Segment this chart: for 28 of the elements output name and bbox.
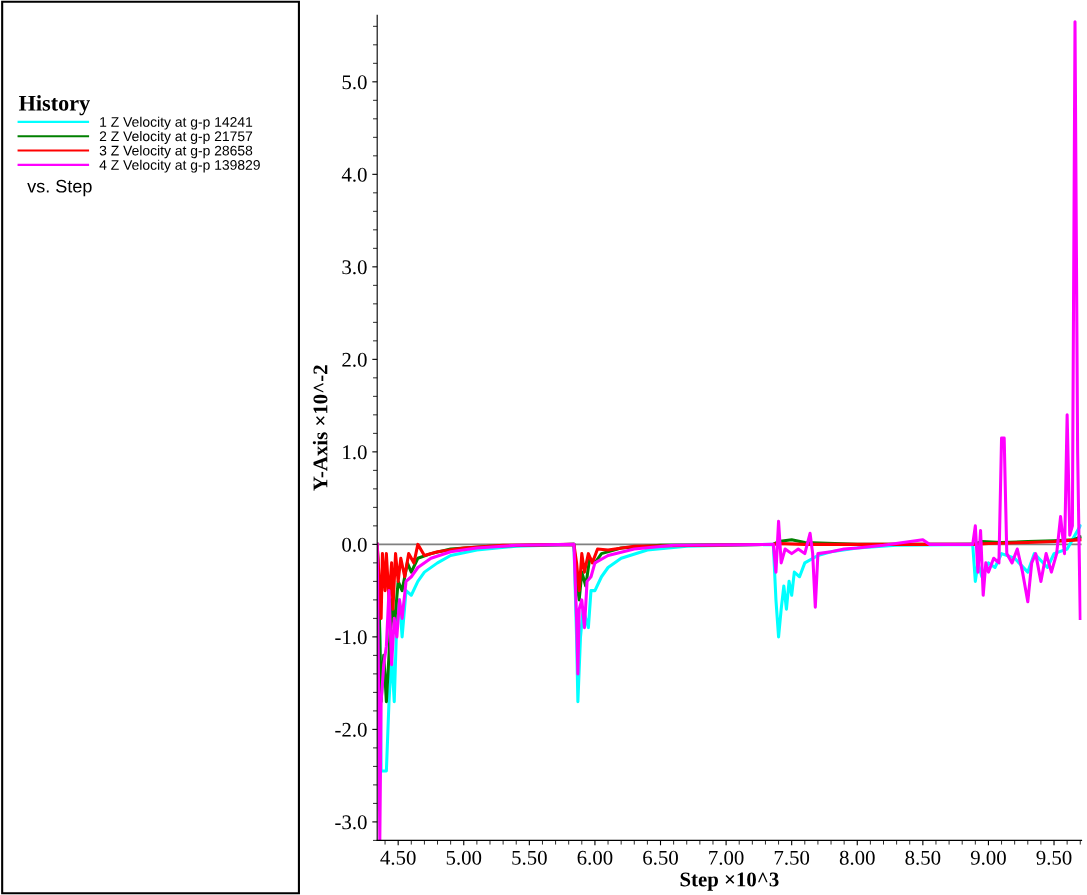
x-tick-label: 7.50 <box>774 850 810 865</box>
x-tick-label: 8.00 <box>839 850 875 865</box>
x-tick-label: 9.00 <box>970 850 1006 865</box>
legend-label: 1 Z Velocity at g-p 14241 <box>100 116 253 130</box>
x-tick-label: 6.50 <box>643 850 678 865</box>
x-tick-label: 5.00 <box>446 850 482 865</box>
y-tick-label: 1.0 <box>343 445 367 460</box>
y-tick-label: -2.0 <box>335 722 367 737</box>
x-tick-label: 4.50 <box>380 850 416 865</box>
x-tick-label: 6.00 <box>577 850 613 865</box>
y-axis-title: Y-Axis ×10^-2 <box>312 365 328 491</box>
text: vs. Step <box>27 179 92 197</box>
y-tick-label: -3.0 <box>335 815 367 830</box>
y-tick-label: 5.0 <box>342 75 367 90</box>
x-tick-label: 5.50 <box>512 850 547 865</box>
y-tick-label: 0.0 <box>342 537 367 552</box>
legend-label: 2 Z Velocity at g-p 21757 <box>99 131 253 144</box>
x-tick-label: 8.50 <box>905 850 941 865</box>
y-tick-label: -1.0 <box>335 630 367 645</box>
x-axis-title: Step ×10^3 <box>680 872 779 891</box>
legend-title: History <box>18 95 90 116</box>
y-tick-label: 4.0 <box>341 167 367 182</box>
legend-label: 4 Z Velocity at g-p 139829 <box>99 159 260 173</box>
y-tick-label: 2.0 <box>342 352 367 367</box>
y-tick-label: 3.0 <box>342 260 367 275</box>
x-tick-label: 9.50 <box>1036 850 1072 865</box>
x-tick-label: 7.00 <box>709 850 744 865</box>
legend-label: 3 Z Velocity at g-p 28658 <box>99 145 253 159</box>
